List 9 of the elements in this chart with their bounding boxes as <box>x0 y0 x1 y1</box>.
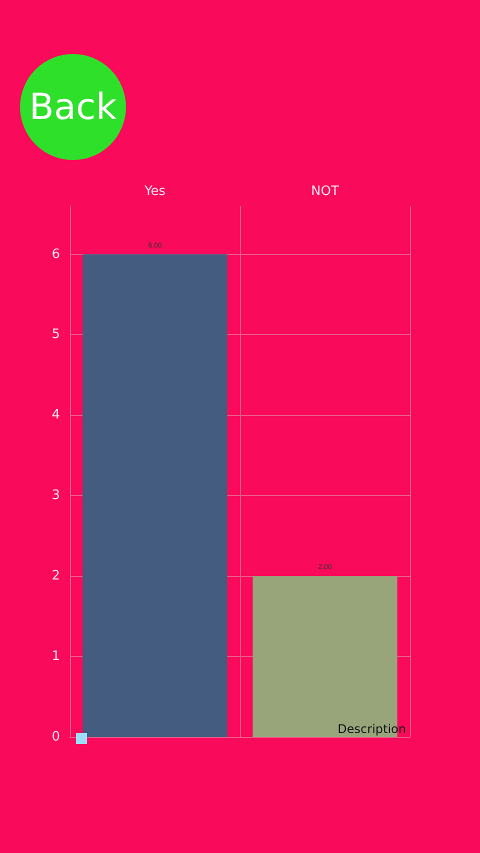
y-tick-label: 1 <box>52 649 60 664</box>
y-tick-label: 3 <box>52 488 60 504</box>
y-tick-label: 4 <box>52 408 60 423</box>
y-tick-label: 6 <box>52 246 60 262</box>
y-tick-label: 2 <box>52 568 60 584</box>
y-tick-label: 0 <box>52 730 60 744</box>
x-tick-label: Yes <box>144 184 166 199</box>
y-tick-label: 5 <box>52 327 60 342</box>
x-tick-label: NOT <box>311 184 340 199</box>
